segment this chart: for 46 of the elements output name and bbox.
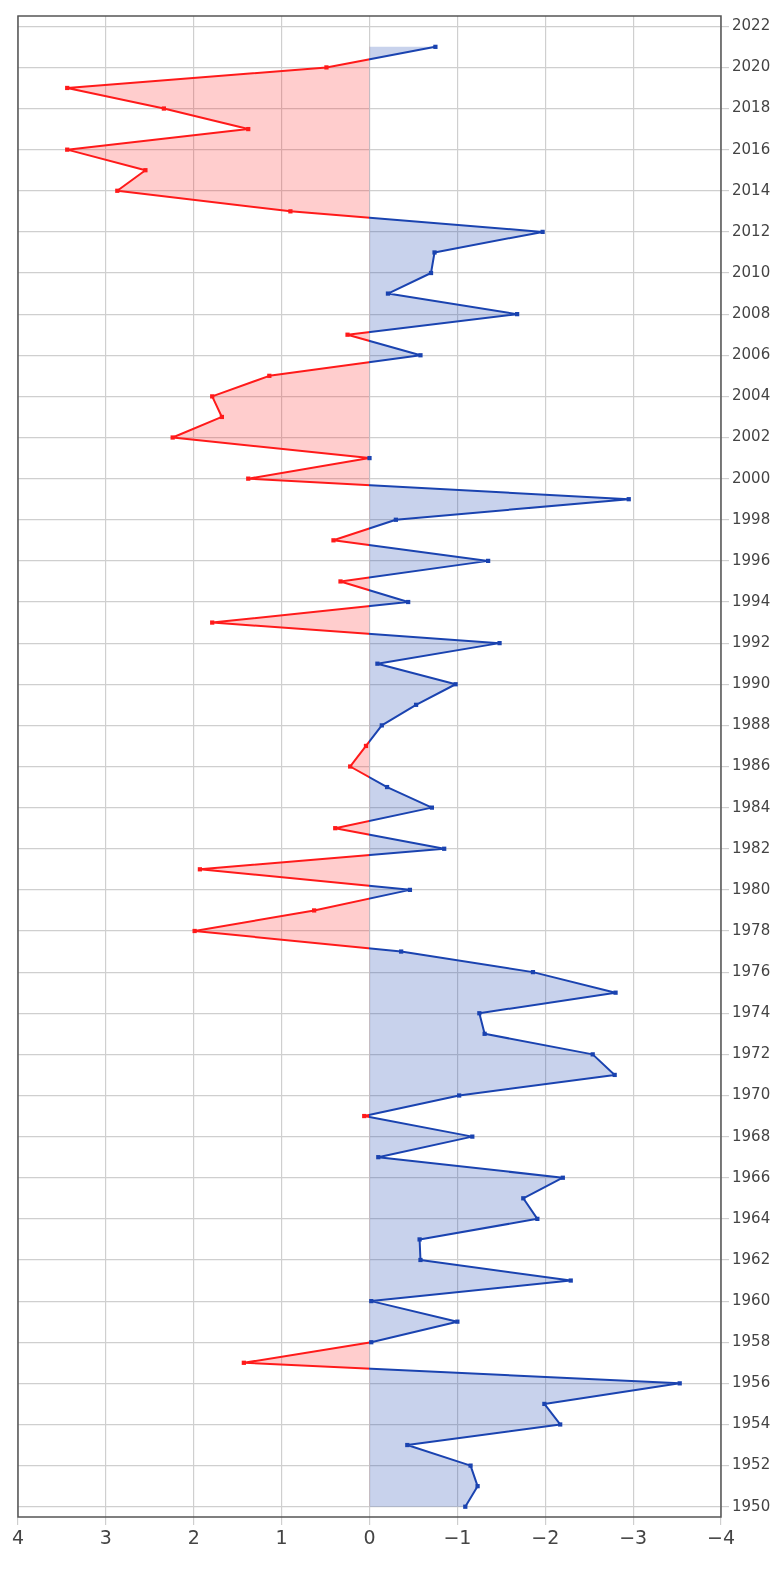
y-tick-label: 1964 — [732, 1208, 771, 1227]
y-tick-label: 2012 — [732, 221, 771, 240]
y-tick-label: 1952 — [732, 1455, 771, 1474]
x-tick-label: 2 — [187, 1526, 200, 1549]
y-tick-label: 1956 — [732, 1373, 771, 1392]
y-tick-label: 2006 — [732, 345, 771, 364]
y-tick-label: 1950 — [732, 1496, 771, 1515]
y-tick-label: 1982 — [732, 838, 771, 857]
y-tick-label: 2014 — [732, 180, 771, 199]
y-tick-label: 1992 — [732, 633, 771, 652]
y-tick-label: 1962 — [732, 1249, 771, 1268]
y-tick-label: 1998 — [732, 509, 771, 528]
x-tick-label: −2 — [531, 1526, 560, 1549]
y-tick-label: 1978 — [732, 920, 771, 939]
y-tick-label: 1974 — [732, 1003, 771, 1022]
y-tick-label: 1980 — [732, 879, 771, 898]
y-tick-label: 1976 — [732, 962, 771, 981]
y-tick-label: 1960 — [732, 1290, 771, 1309]
y-tick-label: 2020 — [732, 57, 771, 76]
y-tick-label: 2002 — [732, 427, 771, 446]
y-tick-label: 2022 — [732, 16, 771, 35]
y-tick-label: 2004 — [732, 386, 771, 405]
y-tick-label: 1970 — [732, 1085, 771, 1104]
y-tick-label: 2016 — [732, 139, 771, 158]
x-tick-label: 0 — [363, 1526, 376, 1549]
y-tick-label: 1988 — [732, 715, 771, 734]
x-tick-label: 3 — [99, 1526, 112, 1549]
x-tick-label: 1 — [275, 1526, 288, 1549]
y-tick-label: 1984 — [732, 797, 771, 816]
y-tick-label: 2018 — [732, 98, 771, 117]
y-tick-label: 1994 — [732, 591, 771, 610]
y-tick-label: 1968 — [732, 1126, 771, 1145]
y-tick-label: 2010 — [732, 262, 771, 281]
x-tick-label: 4 — [11, 1526, 25, 1549]
y-tick-label: 2008 — [732, 304, 771, 323]
y-tick-label: 1958 — [732, 1332, 771, 1351]
y-tick-label: 2000 — [732, 468, 771, 487]
y-tick-label: 1990 — [732, 674, 771, 693]
x-tick-label: −1 — [443, 1526, 472, 1549]
y-tick-label: 1996 — [732, 550, 771, 569]
x-tick-label: −4 — [706, 1526, 736, 1549]
y-tick-label: 1954 — [732, 1414, 771, 1433]
x-tick-label: −3 — [619, 1526, 648, 1549]
y-tick-label: 1986 — [732, 756, 771, 775]
y-tick-label: 1972 — [732, 1044, 771, 1063]
y-tick-label: 1966 — [732, 1167, 771, 1186]
